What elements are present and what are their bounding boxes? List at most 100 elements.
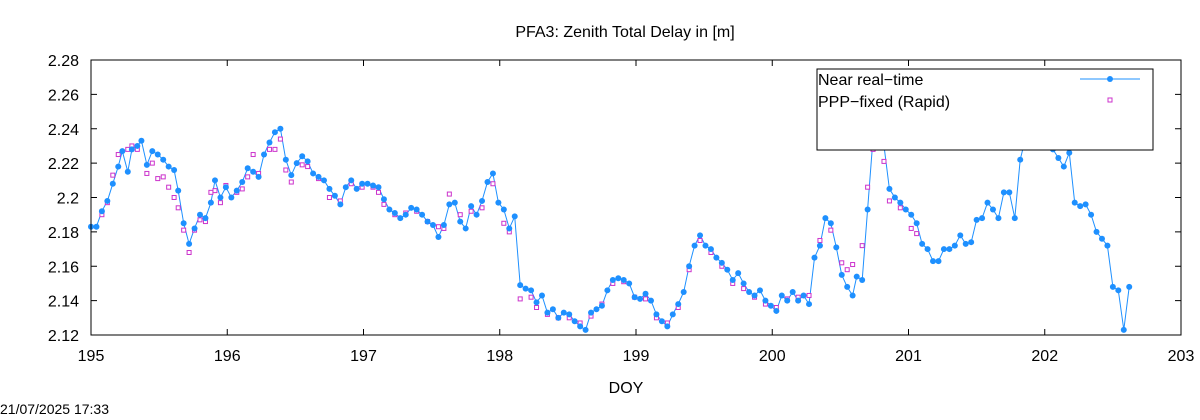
data-point-near-real-time [304,158,311,165]
data-point-near-real-time [1088,211,1095,218]
data-point-near-real-time [935,258,942,265]
data-point-near-real-time [806,301,813,308]
data-point-near-real-time [484,179,491,186]
data-point-near-real-time [609,277,616,283]
data-point-near-real-time [408,204,415,211]
data-point-near-real-time [637,295,644,302]
x-tick-label: 202 [1031,348,1058,365]
x-axis: 195 196 197 198 199 200 201 202 203 [78,60,1195,365]
data-point-near-real-time [642,290,649,297]
data-point-near-real-time [98,208,105,215]
data-point-near-real-time [451,199,458,206]
data-point-near-real-time [577,323,584,330]
y-axis: 2.12 2.14 2.16 2.18 2.2 2.22 2.24 2.26 2.28 [48,53,1181,345]
y-tick-label: 2.24 [48,122,79,139]
data-point-near-real-time [593,306,600,313]
data-point-near-real-time [149,148,156,155]
data-point-ppp-fixed [528,294,534,300]
x-tick-label: 198 [486,348,513,365]
y-tick-label: 2.22 [48,156,79,173]
data-point-near-real-time [691,242,698,249]
data-point-near-real-time [435,234,442,241]
data-point-near-real-time [1055,154,1062,161]
data-point-near-real-time [989,206,996,213]
y-tick-label: 2.26 [48,87,79,104]
data-point-ppp-fixed [381,201,387,207]
x-tick-label: 199 [623,348,650,365]
data-point-near-real-time [1120,326,1127,333]
data-point-ppp-fixed [149,160,155,166]
x-tick-label: 203 [1168,348,1195,365]
data-point-near-real-time [762,297,769,304]
data-point-ppp-fixed [865,184,871,190]
data-point-near-real-time [1066,149,1073,156]
data-point-near-real-time [413,206,420,213]
data-point-near-real-time [211,177,218,184]
data-point-near-real-time [962,240,969,247]
data-point-ppp-fixed [886,198,892,204]
data-point-near-real-time [154,151,161,158]
data-point-near-real-time [647,297,654,304]
data-point-ppp-fixed [435,224,441,230]
data-point-near-real-time [353,185,360,192]
data-point-near-real-time [391,209,398,216]
data-point-ppp-fixed [326,195,332,200]
data-point-near-real-time [979,215,986,222]
data-point-near-real-time [968,239,975,246]
data-point-near-real-time [207,199,214,206]
data-point-near-real-time [620,277,627,283]
data-point-near-real-time [299,153,306,160]
data-point-near-real-time [675,301,682,308]
data-point-near-real-time [789,289,796,296]
y-tick-label: 2.28 [48,53,79,70]
data-point-near-real-time [604,287,611,294]
data-point-near-real-time [740,280,747,287]
data-point-near-real-time [773,307,780,314]
legend-marker-near-real-time [1107,76,1113,82]
data-point-ppp-fixed [217,200,223,206]
y-tick-label: 2.18 [48,225,79,242]
data-point-near-real-time [109,180,116,187]
data-point-ppp-fixed [299,162,305,168]
data-point-ppp-fixed [166,184,172,190]
y-tick-label: 2.14 [48,294,79,311]
data-point-near-real-time [124,168,131,175]
data-point-near-real-time [1017,156,1024,163]
data-point-ppp-fixed [272,146,278,152]
x-tick-label: 200 [759,348,786,365]
data-point-near-real-time [119,148,126,155]
data-point-ppp-fixed [245,174,251,180]
data-point-ppp-fixed [914,231,920,237]
data-point-ppp-fixed [479,205,485,211]
data-point-near-real-time [202,215,209,222]
data-point-ppp-fixed [186,250,192,255]
data-point-near-real-time [271,129,278,136]
data-point-near-real-time [517,282,524,289]
data-point-near-real-time [816,242,823,249]
legend-marker-ppp-fixed [1107,97,1113,103]
data-point-near-real-time [913,220,920,227]
data-point-near-real-time [424,218,431,225]
data-point-near-real-time [984,199,991,206]
data-point-near-real-time [844,283,851,290]
data-point-near-real-time [197,211,203,218]
data-point-ppp-fixed [144,170,150,176]
data-point-near-real-time [128,146,135,153]
data-point-near-real-time [930,258,937,265]
data-point-near-real-time [326,185,333,192]
data-point-near-real-time [902,206,909,213]
data-point-near-real-time [222,184,229,191]
data-point-near-real-time [811,254,818,261]
data-point-near-real-time [588,309,595,316]
data-point-near-real-time [186,240,193,247]
data-point-ppp-fixed [110,172,116,178]
data-point-ppp-fixed [844,267,850,273]
data-point-near-real-time [658,318,665,325]
data-point-ppp-fixed [208,189,214,195]
data-point-near-real-time [473,211,480,218]
data-point-near-real-time [380,196,387,203]
data-point-near-real-time [293,160,300,167]
data-point-ppp-fixed [501,220,507,226]
data-point-ppp-fixed [468,208,474,214]
data-point-ppp-fixed [850,262,856,268]
